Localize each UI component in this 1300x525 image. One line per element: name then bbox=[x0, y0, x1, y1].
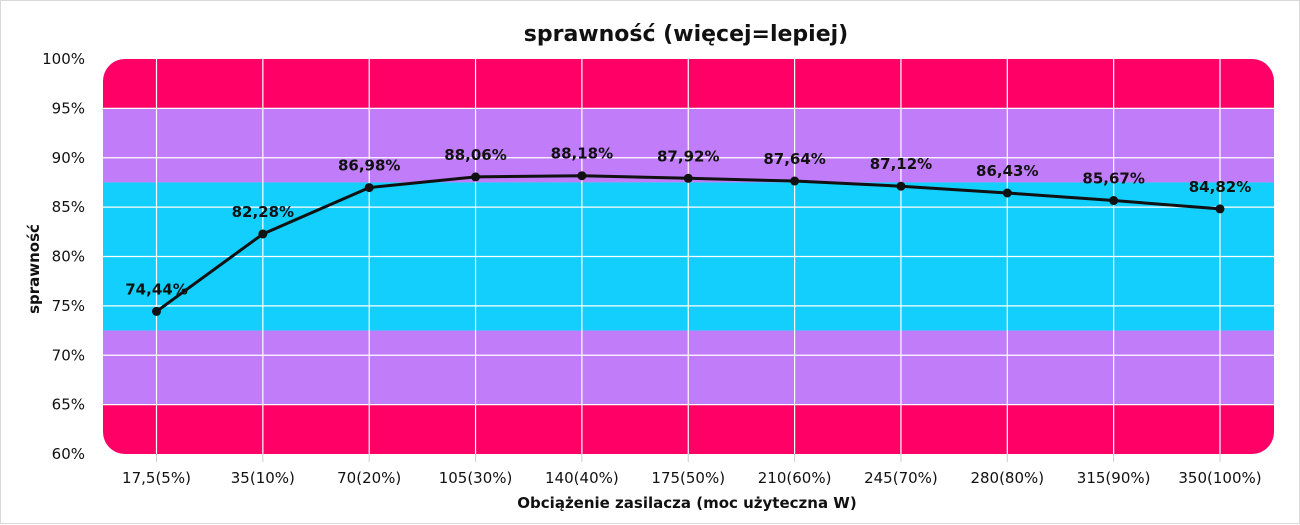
x-tick-label-8: 280(80%) bbox=[970, 469, 1044, 487]
data-point-3 bbox=[471, 172, 481, 182]
data-point-6 bbox=[790, 176, 800, 186]
y-tick-label-2: 70% bbox=[52, 346, 85, 364]
y-axis-label: sprawność bbox=[25, 224, 43, 314]
x-tick-label-3: 105(30%) bbox=[439, 469, 513, 487]
x-tick-label-2: 70(20%) bbox=[337, 469, 401, 487]
data-point-1 bbox=[258, 229, 268, 239]
data-point-7 bbox=[896, 181, 906, 191]
x-tick-label-10: 350(100%) bbox=[1178, 469, 1261, 487]
y-tick-label-6: 90% bbox=[52, 149, 85, 167]
y-tick-label-4: 80% bbox=[52, 248, 85, 266]
data-point-8 bbox=[1002, 188, 1012, 198]
data-labels: 74,44% 82,28% 86,98% 88,06% 88,18% 87,92% 87,6… bbox=[125, 145, 1251, 299]
data-point-9 bbox=[1109, 196, 1119, 206]
data-label-1: 82,28% bbox=[232, 203, 294, 221]
x-tick-label-5: 175(50%) bbox=[651, 469, 725, 487]
data-label-10: 84,82% bbox=[1189, 178, 1251, 196]
x-tick-label-0: 17,5(5%) bbox=[122, 469, 191, 487]
x-axis-label: Obciążenie zasilacza (moc użyteczna W) bbox=[517, 494, 856, 512]
x-tick-label-9: 315(90%) bbox=[1077, 469, 1151, 487]
data-label-2: 86,98% bbox=[338, 157, 400, 175]
grid-lines bbox=[103, 59, 1274, 462]
data-label-7: 87,12% bbox=[870, 155, 932, 173]
data-point-5 bbox=[683, 173, 693, 183]
data-label-3: 88,06% bbox=[444, 146, 506, 164]
data-point-10 bbox=[1215, 204, 1225, 214]
y-tick-label-0: 60% bbox=[52, 445, 85, 463]
data-point-0 bbox=[152, 306, 161, 316]
y-tick-label-7: 95% bbox=[52, 99, 85, 117]
data-point-4 bbox=[577, 171, 587, 181]
x-tick-label-1: 35(10%) bbox=[231, 469, 295, 487]
data-label-5: 87,92% bbox=[657, 147, 719, 165]
data-label-8: 86,43% bbox=[976, 162, 1038, 180]
chart-title: sprawność (więcej=lepiej) bbox=[524, 22, 848, 47]
y-tick-label-5: 85% bbox=[52, 198, 85, 216]
y-tick-label-8: 100% bbox=[42, 50, 85, 68]
y-axis-ticks: 60% 65% 70% 75% 80% 85% 90% 95% 100% bbox=[42, 50, 85, 463]
x-axis-ticks: 17,5(5%) 35(10%) 70(20%) 105(30%) 140(40%) 17… bbox=[122, 469, 1262, 487]
x-tick-label-7: 245(70%) bbox=[864, 469, 938, 487]
y-tick-label-1: 65% bbox=[52, 396, 85, 414]
data-label-9: 85,67% bbox=[1082, 170, 1144, 188]
data-label-4: 88,18% bbox=[551, 145, 613, 163]
x-tick-label-4: 140(40%) bbox=[545, 469, 619, 487]
data-label-6: 87,64% bbox=[763, 150, 825, 168]
x-tick-label-6: 210(60%) bbox=[758, 469, 832, 487]
efficiency-series bbox=[152, 171, 1225, 316]
data-label-0: 74,44% bbox=[125, 280, 187, 298]
y-tick-label-3: 75% bbox=[52, 297, 85, 315]
data-point-2 bbox=[364, 183, 374, 193]
